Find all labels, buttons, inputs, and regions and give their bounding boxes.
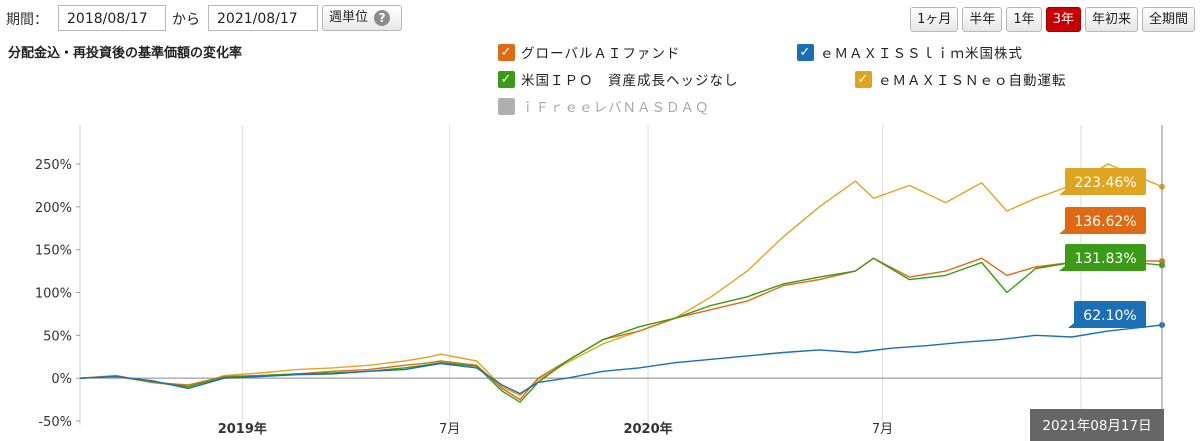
- legend-item-emaxis-slim[interactable]: ✓ ｅＭＡＸＩＳＳｌｉｍ米国株式: [797, 42, 1023, 62]
- range-button-0[interactable]: 1ヶ月: [910, 7, 959, 32]
- legend-unchecked-icon: [498, 97, 515, 115]
- x-tick-label: 7月: [439, 422, 460, 437]
- legend-item-emaxis-neo[interactable]: ✓ ｅＭＡＸＩＳＮｅｏ自動運転: [855, 69, 1067, 89]
- chart-grid: [79, 125, 1162, 425]
- label-text: 223.46%: [1074, 175, 1136, 191]
- cursor-date-label: 2021年08月17日: [1042, 418, 1151, 434]
- date-to-field[interactable]: 2021/08/17: [208, 5, 318, 31]
- legend-item-ifree-nasdaq[interactable]: ｉＦｒｅｅレバＮＡＳＤＡＱ: [498, 96, 710, 116]
- range-button-3[interactable]: 3年: [1045, 7, 1081, 32]
- label-pointer: [1068, 323, 1080, 328]
- label-box: [1074, 301, 1146, 328]
- legend-check-icon: ✓: [498, 70, 515, 88]
- legend-item-global-ai[interactable]: ✓ グローバルＡＩファンド: [498, 42, 680, 62]
- date-range-separator: から: [172, 12, 200, 28]
- label-text: 131.83%: [1074, 251, 1136, 267]
- y-tick-label: 150%: [35, 244, 72, 259]
- range-button-5[interactable]: 全期間: [1141, 7, 1195, 32]
- x-tick-label: 2019年: [218, 421, 267, 437]
- end-value-label: 223.46%: [1059, 168, 1146, 195]
- label-box: [1065, 244, 1146, 271]
- end-value-labels: 223.46% 136.62% 131.83% 62.10%: [1059, 168, 1146, 328]
- legend-check-icon: ✓: [797, 43, 814, 61]
- series-line: [79, 257, 1163, 403]
- period-label: 期間：: [6, 12, 48, 28]
- cursor-date-box: [1030, 409, 1164, 441]
- label-box: [1065, 168, 1146, 195]
- legend-label: ｅＭＡＸＩＳＳｌｉｍ米国株式: [820, 46, 1023, 62]
- label-box: [1065, 207, 1146, 234]
- series-line: [79, 324, 1163, 395]
- y-tick-label: 100%: [35, 287, 72, 302]
- x-tick-label: 7月: [872, 422, 893, 437]
- end-value-label: 131.83%: [1059, 244, 1146, 271]
- y-tick-label: -50%: [38, 415, 72, 430]
- label-text: 136.62%: [1074, 214, 1136, 230]
- end-value-label: 62.10%: [1068, 301, 1146, 328]
- label-pointer: [1059, 229, 1071, 234]
- end-value-label: 136.62%: [1059, 207, 1146, 234]
- x-tick-label: 2020年: [623, 421, 672, 437]
- legend-check-icon: ✓: [498, 43, 515, 61]
- series-line: [79, 163, 1163, 396]
- legend-label: 米国ＩＰＯ 資産成長ヘッジなし: [521, 73, 739, 89]
- help-icon[interactable]: ?: [374, 9, 391, 26]
- y-tick-label: 0%: [51, 372, 72, 387]
- range-button-4[interactable]: 年初来: [1084, 7, 1138, 32]
- label-pointer: [1059, 266, 1071, 271]
- y-tick-label: 200%: [35, 201, 72, 216]
- series-lines: [79, 163, 1165, 403]
- legend-label: ｅＭＡＸＩＳＮｅｏ自動運転: [878, 73, 1067, 89]
- y-axis: 250% 200% 150% 100% 50% 0% -50%: [35, 158, 80, 430]
- date-from-field[interactable]: 2018/08/17: [58, 5, 166, 31]
- x-axis: 2019年7月2020年7月2021年: [218, 421, 1106, 437]
- date-cursor: 2021年08月17日: [1030, 125, 1164, 441]
- y-tick-label: 250%: [35, 158, 72, 173]
- legend-label: グローバルＡＩファンド: [521, 46, 681, 62]
- chart-title: 分配金込・再投資後の基準価額の変化率: [8, 46, 243, 61]
- legend-check-icon: ✓: [855, 70, 872, 88]
- legend-label: ｉＦｒｅｅレバＮＡＳＤＡＱ: [521, 100, 710, 116]
- weekly-unit-button[interactable]: 週単位 ?: [322, 5, 402, 31]
- range-button-1[interactable]: 半年: [962, 7, 1003, 32]
- range-button-group: 1ヶ月 半年 1年 3年 年初来 全期間: [910, 7, 1195, 32]
- legend-item-us-ipo[interactable]: ✓ 米国ＩＰＯ 資産成長ヘッジなし: [498, 69, 739, 89]
- y-tick-label: 50%: [43, 329, 72, 344]
- label-text: 62.10%: [1083, 308, 1136, 324]
- range-button-2[interactable]: 1年: [1006, 7, 1042, 32]
- label-pointer: [1059, 190, 1071, 195]
- weekly-unit-label: 週単位: [329, 10, 369, 25]
